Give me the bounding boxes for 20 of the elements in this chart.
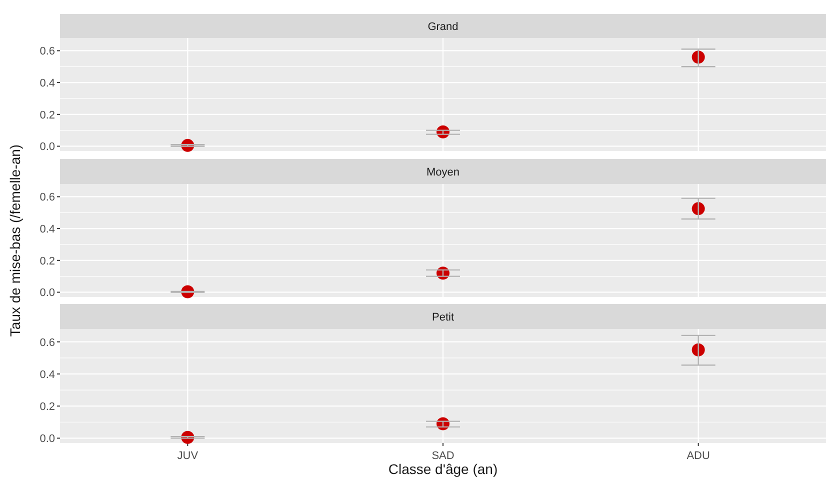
y-tick-label: 0.0 [40, 287, 55, 300]
y-tick-label: 0.0 [40, 141, 55, 154]
y-tick-label: 0.4 [40, 368, 55, 381]
y-tick-label: 0.4 [40, 78, 55, 90]
chart-title: Petit [432, 312, 454, 324]
y-tick-label: 0.4 [40, 224, 55, 236]
chart-title: Grand [428, 21, 458, 33]
x-tick-label: JUV [177, 450, 199, 462]
y-tick-label: 0.6 [40, 46, 55, 58]
x-tick-label: SAD [432, 450, 454, 462]
y-tick-label: 0.2 [40, 255, 55, 268]
y-tick-label: 0.2 [40, 401, 55, 414]
y-tick-label: 0.6 [40, 336, 55, 349]
y-tick-label: 0.0 [40, 433, 55, 446]
chart-title: Moyen [426, 166, 460, 178]
y-tick-label: 0.2 [40, 109, 55, 122]
y-tick-label: 0.6 [40, 192, 55, 204]
y-axis-title: Taux de mise-bas (/femelle-an) [7, 144, 23, 337]
x-axis-title: Classe d'âge (an) [388, 461, 498, 477]
x-tick-label: ADU [686, 450, 710, 462]
